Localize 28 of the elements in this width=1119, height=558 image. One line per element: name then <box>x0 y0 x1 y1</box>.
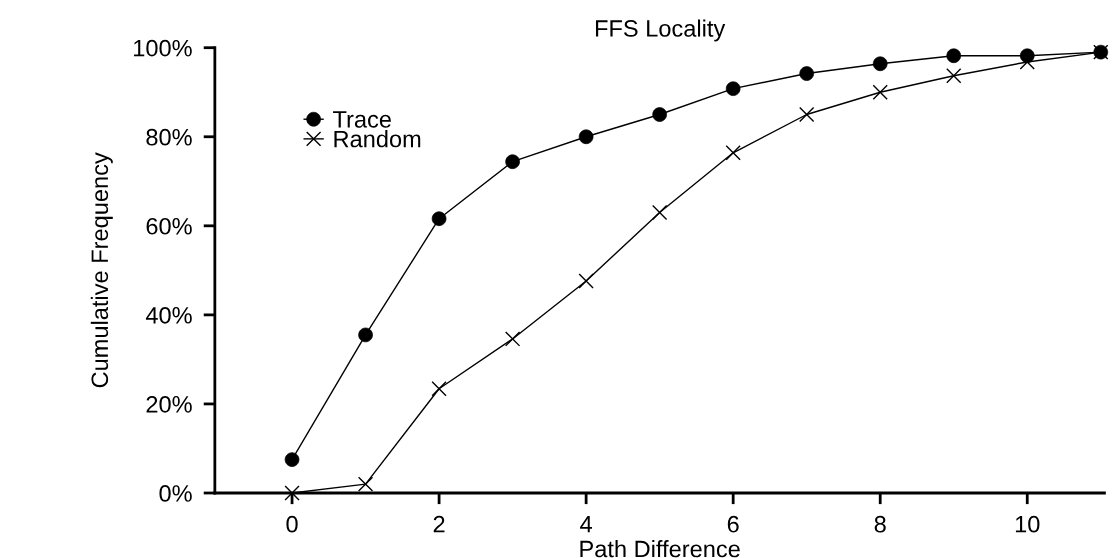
x-tick-label: 8 <box>874 515 886 533</box>
y-tick-label: 60% <box>146 217 192 235</box>
point <box>504 331 521 347</box>
point <box>725 145 741 161</box>
point <box>578 273 594 289</box>
x-tick-label: 10 <box>1015 515 1040 533</box>
y-tick-label: 100% <box>134 39 192 57</box>
chart-title: FFS Locality <box>595 19 726 42</box>
x-axis-title: Path Difference <box>580 540 740 558</box>
x-tick-label: 4 <box>580 516 592 533</box>
y-tick-label: 0% <box>159 485 192 502</box>
legend-label: Trace <box>333 111 391 128</box>
y-axis-title: Cumulative Frequency <box>90 152 113 388</box>
x-tick-label: 2 <box>433 515 445 533</box>
point <box>652 204 668 221</box>
y-tick-label: 80% <box>146 128 192 146</box>
point <box>431 381 447 397</box>
point <box>284 485 300 501</box>
point <box>799 106 815 123</box>
x-tick-label: 0 <box>286 515 298 533</box>
legend-label: Random <box>334 130 421 148</box>
point <box>946 68 962 84</box>
y-tick-label: 40% <box>145 306 192 324</box>
x-tick-label: 6 <box>727 515 739 533</box>
point <box>872 84 888 100</box>
point <box>1019 54 1035 70</box>
point <box>357 476 374 492</box>
y-tick-label: 20% <box>146 396 192 413</box>
